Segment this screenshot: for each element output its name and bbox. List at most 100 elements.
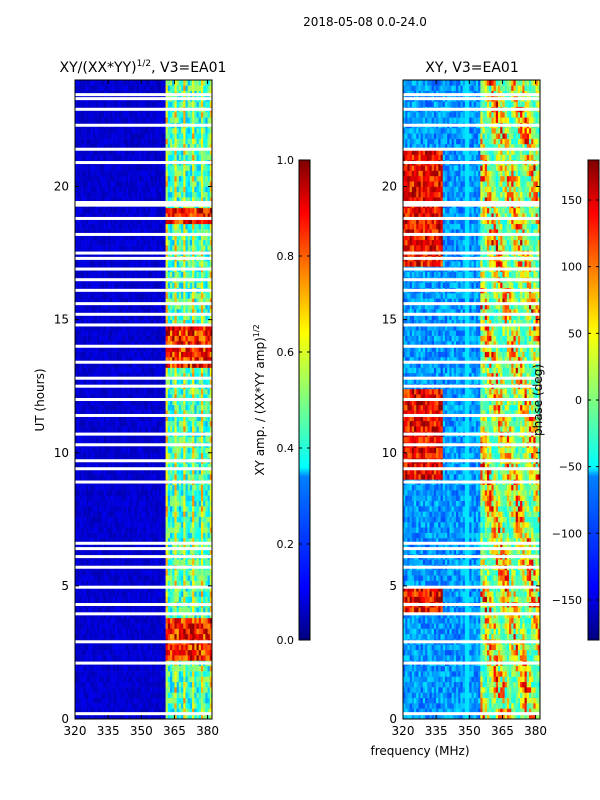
heatmap-cell: [77, 330, 80, 336]
heatmap-cell: [167, 351, 171, 358]
heatmap-cell: [83, 671, 87, 677]
heatmap-cell: [92, 676, 96, 683]
heatmap-cell: [178, 655, 182, 661]
heatmap-cell: [176, 319, 180, 326]
heatmap-cell: [139, 671, 142, 677]
heatmap-cell: [154, 516, 158, 523]
heatmap-cell: [110, 537, 113, 544]
heatmap-cell: [181, 607, 184, 613]
heatmap-cell: [112, 500, 116, 507]
heatmap-cell: [103, 532, 107, 539]
heatmap-cell: [207, 671, 211, 677]
heatmap-cell: [88, 703, 91, 709]
heatmap-cell: [170, 484, 173, 491]
heatmap-cell: [92, 356, 96, 363]
heatmap-cell: [185, 607, 188, 613]
heatmap-cell: [139, 665, 142, 672]
heatmap-cell: [198, 452, 202, 459]
heatmap-cell: [150, 495, 153, 501]
heatmap-cell: [154, 676, 158, 683]
heatmap-cell: [86, 596, 89, 603]
heatmap-cell: [123, 303, 127, 310]
heatmap-cell: [181, 436, 184, 443]
heatmap-cell: [114, 372, 118, 379]
heatmap-cell: [194, 452, 197, 459]
heatmap-cell: [205, 474, 208, 480]
heatmap-cell: [154, 367, 158, 374]
heatmap-cell: [75, 697, 78, 704]
heatmap-cell: [163, 490, 166, 496]
heatmap-cell: [139, 559, 142, 565]
heatmap-cell: [90, 548, 93, 555]
heatmap-cell: [136, 308, 140, 315]
heatmap-cell: [156, 644, 160, 651]
heatmap-cell: [203, 676, 206, 683]
heatmap-cell: [143, 687, 147, 693]
heatmap-cell: [192, 436, 195, 443]
heatmap-cell: [130, 394, 133, 400]
heatmap-cell: [170, 617, 173, 624]
heatmap-cell: [110, 617, 113, 624]
heatmap-cell: [147, 335, 151, 342]
heatmap-cell: [203, 426, 206, 432]
heatmap-cell: [97, 314, 100, 320]
heatmap-cell: [94, 356, 98, 363]
heatmap-cell: [196, 367, 200, 374]
heatmap-cell: [154, 596, 158, 603]
heatmap-cell: [183, 527, 186, 533]
heatmap-cell: [123, 314, 127, 320]
heatmap-cell: [141, 687, 144, 693]
heatmap-cell: [128, 559, 131, 565]
heatmap-cell: [134, 708, 138, 714]
heatmap-cell: [200, 303, 204, 310]
heatmap-cell: [103, 372, 107, 379]
heatmap-cell: [143, 335, 147, 342]
heatmap-cell: [196, 692, 200, 699]
heatmap-cell: [196, 404, 200, 411]
heatmap-cell: [88, 516, 91, 523]
heatmap-cell: [97, 506, 100, 512]
heatmap-cell: [150, 532, 153, 539]
heatmap-cell: [200, 575, 204, 581]
heatmap-cell: [152, 426, 155, 432]
heatmap-cell: [77, 426, 80, 432]
heatmap-cell: [101, 537, 105, 544]
heatmap-cell: [192, 372, 195, 379]
heatmap-cell: [128, 569, 131, 576]
heatmap-cell: [172, 378, 175, 384]
heatmap-cell: [163, 367, 166, 374]
heatmap-cell: [110, 506, 113, 512]
heatmap-cell: [92, 484, 96, 491]
heatmap-cell: [196, 543, 200, 549]
heatmap-cell: [116, 362, 120, 368]
heatmap-cell: [172, 575, 175, 581]
heatmap-cell: [178, 687, 182, 693]
heatmap-cell: [192, 559, 195, 565]
heatmap-cell: [114, 362, 118, 368]
heatmap-cell: [176, 713, 180, 719]
heatmap-cell: [88, 303, 91, 310]
heatmap-cell: [132, 372, 135, 379]
heatmap-cell: [158, 404, 162, 411]
heatmap-cell: [183, 335, 186, 342]
heatmap-cell: [125, 330, 129, 336]
heatmap-cell: [136, 649, 140, 656]
heatmap-cell: [81, 676, 85, 683]
heatmap-cell: [79, 335, 82, 342]
heatmap-cell: [81, 665, 85, 672]
heatmap-cell: [86, 516, 89, 523]
heatmap-cell: [94, 569, 98, 576]
heatmap-cell: [108, 415, 111, 422]
heatmap-cell: [119, 687, 122, 693]
heatmap-cell: [167, 617, 171, 624]
heatmap-cell: [174, 697, 177, 704]
heatmap-cell: [205, 703, 208, 709]
heatmap-cell: [154, 687, 158, 693]
heatmap-cell: [170, 623, 173, 629]
heatmap-cell: [163, 362, 166, 368]
heatmap-cell: [116, 463, 120, 470]
heatmap-cell: [79, 303, 82, 310]
heatmap-cell: [141, 543, 144, 549]
heatmap-cell: [167, 676, 171, 683]
heatmap-cell: [205, 687, 208, 693]
